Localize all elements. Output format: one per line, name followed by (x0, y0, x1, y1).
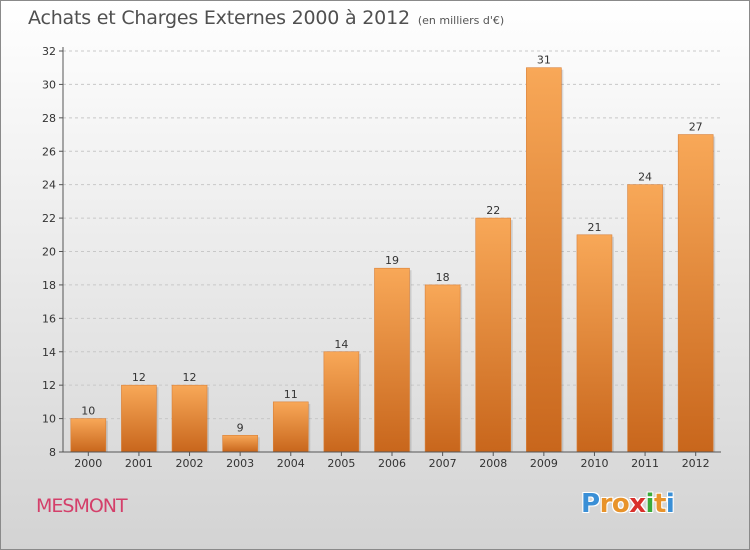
logo-letter: i (645, 489, 655, 519)
labels: 8 10 12 14 16 18 20 22 24 26 28 30 32 10 2000 12 2001 12 2… (42, 45, 710, 470)
y-tick-label: 18 (42, 279, 56, 292)
y-tick-label: 24 (42, 179, 56, 192)
x-tick-label: 2000 (74, 457, 102, 470)
bar (526, 67, 562, 453)
bar (374, 267, 410, 453)
x-tick-label: 2004 (277, 457, 305, 470)
y-tick-label: 32 (42, 45, 56, 58)
y-tick-label: 16 (42, 312, 56, 325)
bar (272, 401, 309, 453)
x-tick-label: 2001 (125, 457, 153, 470)
axes (59, 47, 721, 456)
bar-value-label: 12 (132, 371, 146, 384)
x-tick-label: 2007 (429, 457, 457, 470)
bar-value-label: 9 (237, 421, 244, 434)
y-tick-label: 12 (42, 379, 56, 392)
x-tick-label: 2009 (530, 457, 558, 470)
y-tick-label: 30 (42, 78, 56, 91)
x-tick-label: 2003 (226, 457, 254, 470)
bar-value-label: 11 (284, 388, 298, 401)
bar-value-label: 12 (183, 371, 197, 384)
bars (70, 67, 716, 453)
chart-title: Achats et Charges Externes 2000 à 2012 (e… (28, 7, 504, 29)
y-tick-label: 8 (49, 446, 56, 459)
bar-value-label: 24 (638, 171, 652, 184)
bar (222, 434, 258, 453)
bar (677, 134, 714, 453)
x-tick-label: 2012 (682, 457, 710, 470)
bar-value-label: 27 (689, 121, 703, 134)
logo-letter: r (599, 489, 613, 519)
bar-value-label: 10 (81, 405, 95, 418)
commune-name: MESMONT (36, 495, 128, 517)
bar-value-label: 22 (486, 204, 500, 217)
bar (424, 284, 461, 453)
x-tick-label: 2005 (327, 457, 355, 470)
x-tick-label: 2006 (378, 457, 406, 470)
bar (323, 351, 360, 453)
chart-title-text: Achats et Charges Externes 2000 à 2012 (28, 7, 410, 29)
x-tick-label: 2011 (631, 457, 659, 470)
bar (627, 184, 663, 453)
logo-letter: P (581, 489, 600, 519)
bar (121, 384, 157, 453)
bar (70, 418, 107, 453)
bar-value-label: 19 (385, 254, 399, 267)
bar (576, 234, 613, 453)
logo-letter: o (611, 489, 630, 519)
bar-value-label: 21 (587, 221, 601, 234)
x-tick-label: 2010 (580, 457, 608, 470)
logo-letter: x (629, 489, 646, 519)
x-tick-label: 2002 (176, 457, 204, 470)
y-tick-label: 26 (42, 145, 56, 158)
y-tick-label: 10 (42, 413, 56, 426)
y-tick-label: 28 (42, 112, 56, 125)
bar-value-label: 14 (334, 338, 348, 351)
proxiti-logo: Proxiti (581, 489, 675, 519)
x-tick-label: 2008 (479, 457, 507, 470)
logo-letter: i (665, 489, 675, 519)
y-tick-label: 20 (42, 246, 56, 259)
bar-value-label: 31 (537, 54, 551, 67)
logo-letter: t (653, 489, 666, 519)
bar (171, 384, 208, 453)
bar (475, 217, 512, 453)
y-tick-label: 22 (42, 212, 56, 225)
bar-value-label: 18 (436, 271, 450, 284)
y-tick-label: 14 (42, 346, 56, 359)
chart-subtitle: (en milliers d'€) (417, 14, 505, 27)
